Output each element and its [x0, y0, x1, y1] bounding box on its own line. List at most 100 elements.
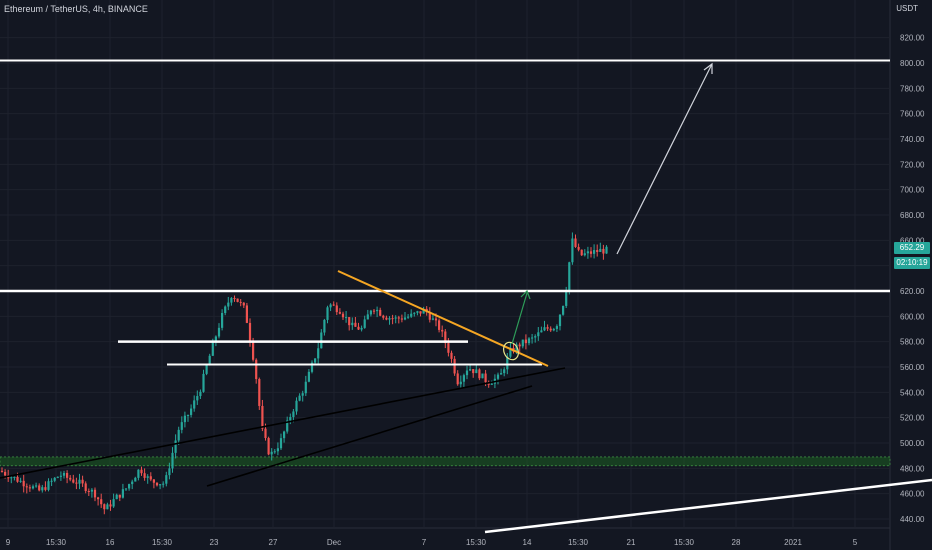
candle-body	[159, 484, 162, 486]
candle-body	[69, 477, 72, 480]
candle-body	[75, 482, 78, 484]
target-arrow-head	[703, 62, 713, 74]
candle-body	[320, 332, 323, 349]
candle-body	[552, 328, 555, 331]
candle-body	[25, 486, 28, 488]
price-tick-label: 580.00	[900, 338, 925, 347]
candle-body	[369, 310, 372, 315]
candle-body	[419, 311, 422, 314]
candle-body	[503, 369, 506, 374]
candle-body	[428, 312, 431, 320]
candle-body	[357, 326, 360, 330]
candle-body	[199, 391, 202, 397]
candle-body	[31, 486, 35, 489]
price-tick-label: 820.00	[900, 34, 925, 43]
candle-body	[341, 313, 345, 318]
candle-body	[447, 343, 450, 353]
candle-body	[484, 373, 487, 383]
breakout-arrow-head	[520, 289, 531, 300]
candle-body	[248, 322, 252, 342]
candle-body	[295, 400, 298, 412]
candle-body	[245, 305, 248, 323]
candle-body	[481, 373, 484, 379]
candle-body	[221, 313, 224, 328]
candle-body	[214, 336, 217, 342]
candle-body	[276, 448, 279, 452]
candle-body	[44, 487, 47, 490]
candle-body	[93, 489, 97, 498]
candle-body	[16, 476, 19, 482]
candle-body	[354, 322, 357, 327]
candle-body	[565, 290, 568, 306]
candle-body	[59, 475, 62, 477]
candle-body	[47, 481, 50, 490]
candle-body	[323, 319, 326, 333]
time-tick-label: 15:30	[46, 538, 67, 547]
candle-body	[394, 317, 397, 319]
time-tick-label: 15:30	[152, 538, 173, 547]
candle-body	[549, 328, 552, 331]
candle-body	[307, 371, 310, 382]
candle-body	[143, 473, 146, 478]
candle-body	[593, 250, 596, 254]
candle-body	[180, 422, 183, 430]
candle-body	[230, 298, 233, 303]
candle-body	[81, 479, 84, 484]
candle-body	[97, 497, 100, 500]
candle-body	[571, 238, 574, 263]
candle-body	[4, 471, 7, 476]
candle-body	[562, 305, 565, 315]
candle-body	[490, 383, 493, 385]
rising-trendline	[206, 385, 533, 487]
candle-body	[589, 251, 593, 254]
candle-body	[146, 476, 149, 478]
candle-body	[599, 248, 602, 252]
candle-body	[19, 480, 22, 482]
time-tick-label: 27	[269, 538, 278, 547]
candle-body	[400, 318, 403, 320]
candle-body	[140, 469, 143, 474]
price-tick-label: 800.00	[900, 59, 925, 68]
candle-body	[335, 305, 338, 313]
time-tick-label: 21	[627, 538, 636, 547]
candle-body	[391, 318, 394, 320]
candle-body	[242, 302, 245, 306]
time-tick-label: 28	[732, 538, 741, 547]
candle-body	[416, 311, 419, 313]
candle-body	[314, 358, 317, 363]
candle-body	[527, 338, 531, 344]
candle-body	[168, 468, 171, 476]
price-tick-label: 760.00	[900, 110, 925, 119]
candle-body	[273, 451, 276, 453]
symbol-header[interactable]: Ethereum / TetherUS, 4h, BINANCE	[4, 4, 148, 14]
candle-body	[286, 420, 289, 432]
candle-body	[438, 320, 441, 330]
candle-body	[546, 327, 549, 329]
candle-body	[137, 469, 140, 478]
time-tick-label: 5	[853, 538, 858, 547]
candle-body	[134, 477, 137, 482]
candle-body	[422, 308, 425, 314]
candle-body	[205, 365, 208, 374]
candle-body	[270, 451, 273, 455]
candle-body	[190, 408, 193, 415]
time-tick-label: 7	[422, 538, 427, 547]
candle-body	[53, 477, 56, 481]
candle-body	[112, 499, 115, 507]
target-arrow	[616, 63, 713, 255]
candle-body	[329, 304, 332, 308]
candle-body	[38, 485, 41, 491]
last-price-tag: 652.29	[894, 242, 930, 254]
candle-body	[574, 238, 577, 247]
candle-body	[472, 369, 475, 374]
candle-body	[106, 504, 109, 510]
candle-body	[62, 472, 66, 476]
candle-body	[555, 326, 558, 329]
candle-body	[183, 415, 186, 423]
candle-body	[444, 331, 447, 344]
candle-body	[87, 491, 90, 493]
candle-body	[382, 315, 385, 318]
candle-body	[22, 480, 25, 487]
